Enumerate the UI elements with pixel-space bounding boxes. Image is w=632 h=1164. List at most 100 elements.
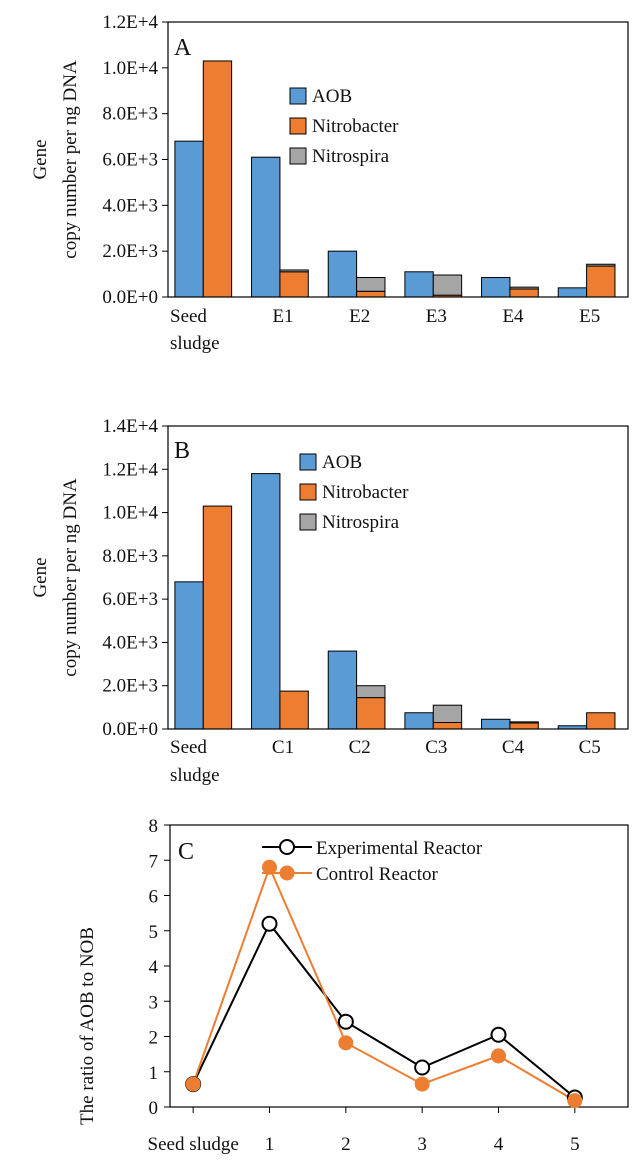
bar-nitrospira (279, 269, 309, 273)
y-tick-label: 0.0E+0 (102, 287, 158, 308)
y-tick-label: 2.0E+3 (102, 676, 158, 697)
bar-nitrobacter (509, 722, 539, 730)
legend-marker (279, 839, 295, 855)
x-tick-label: 4 (494, 1134, 504, 1155)
bar-nitrospira (509, 721, 539, 724)
bar-nitrospira (432, 274, 463, 296)
x-tick-label: Seed (170, 737, 207, 758)
y-tick-label: 1.2E+4 (102, 12, 158, 33)
y-tick-label: 6.0E+3 (102, 150, 158, 171)
y-tick-label: 1.2E+4 (102, 459, 158, 480)
bar-nitrobacter (509, 288, 539, 298)
x-tick-label: E3 (426, 306, 447, 327)
legend-marker (279, 865, 295, 881)
marker-experimental (490, 1026, 507, 1043)
y-tick-label: 3 (149, 992, 159, 1013)
marker-control (185, 1076, 201, 1092)
y-tick-label: 5 (149, 922, 159, 943)
y-axis-title-line2: copy number per ng DNA (60, 478, 81, 677)
x-tick-label: C3 (425, 737, 447, 758)
legend-swatch (289, 87, 307, 105)
legend-swatch (299, 453, 317, 471)
bar-nitrospira (356, 685, 386, 699)
y-tick-label: 6.0E+3 (102, 589, 158, 610)
x-tick-label: C2 (349, 737, 371, 758)
plot-frame (169, 824, 629, 1108)
bar-aob (557, 287, 588, 298)
bar-aob (327, 650, 358, 730)
legend-swatch (289, 147, 307, 165)
bar-nitrobacter (279, 271, 309, 298)
marker-control (491, 1048, 506, 1064)
y-tick-label: 1.0E+4 (102, 58, 158, 79)
x-tick-label: 3 (417, 1134, 427, 1155)
bar-nitrobacter (279, 690, 309, 730)
x-tick-label: C4 (502, 737, 525, 758)
y-tick-label: 7 (149, 851, 159, 872)
x-tick-label: sludge (170, 765, 220, 786)
legend-swatch (299, 513, 317, 531)
legend-label: Nitrobacter (312, 116, 399, 137)
marker-control (338, 1035, 354, 1051)
bar-aob (327, 250, 358, 298)
marker-control (262, 859, 277, 875)
marker-control (567, 1093, 583, 1109)
bar-nitrobacter (432, 722, 463, 730)
y-tick-label: 8 (149, 816, 159, 837)
legend-label: Experimental Reactor (316, 838, 483, 859)
bar-nitrobacter (356, 290, 386, 298)
bar-aob (174, 581, 204, 730)
bar-aob (251, 156, 281, 298)
bar-nitrobacter (356, 697, 386, 730)
panel-letter: C (178, 839, 194, 865)
bar-aob (174, 140, 204, 298)
legend-swatch (299, 483, 317, 501)
legend-swatch (289, 117, 307, 135)
y-axis-title-line2: copy number per ng DNA (60, 60, 81, 259)
y-axis-title: The ratio of AOB to NOB (77, 927, 98, 1125)
legend-label: Nitrobacter (322, 482, 409, 503)
bar-nitrobacter (202, 505, 233, 730)
marker-experimental (414, 1059, 431, 1076)
x-tick-label: Seed (170, 306, 207, 327)
bar-nitrobacter (586, 265, 616, 298)
x-tick-label: E5 (579, 306, 600, 327)
panel-letter: B (174, 438, 190, 464)
x-tick-label: E1 (272, 306, 293, 327)
bar-nitrospira (586, 263, 616, 267)
y-tick-label: 2 (149, 1028, 159, 1049)
series-line-experimental (192, 921, 576, 1099)
y-tick-label: 4.0E+3 (102, 195, 158, 216)
legend-label: AOB (312, 86, 352, 107)
legend-label: AOB (322, 452, 362, 473)
x-tick-label: 2 (341, 1134, 351, 1155)
plot-frame (167, 425, 629, 730)
bar-aob (251, 473, 281, 730)
bar-nitrospira (432, 704, 463, 724)
legend-label: Nitrospira (312, 146, 390, 167)
x-tick-label: C1 (272, 737, 294, 758)
bar-aob (481, 718, 511, 730)
y-tick-label: 6 (149, 887, 159, 908)
bar-nitrobacter (202, 60, 233, 298)
bar-nitrospira (509, 286, 539, 290)
bar-aob (404, 271, 434, 298)
y-tick-label: 4 (149, 957, 159, 978)
x-tick-label: E4 (502, 306, 524, 327)
y-tick-label: 2.0E+3 (102, 241, 158, 262)
legend-label: Control Reactor (316, 864, 439, 885)
y-tick-label: 1 (149, 1063, 159, 1084)
panel-letter: A (174, 35, 192, 61)
marker-experimental (337, 1013, 354, 1030)
x-tick-label: E2 (349, 306, 370, 327)
y-tick-label: 0 (149, 1098, 159, 1119)
y-tick-label: 0.0E+0 (102, 719, 158, 740)
y-tick-label: 8.0E+3 (102, 104, 158, 125)
y-axis-title-line1: Gene (30, 557, 51, 597)
bar-nitrobacter (586, 712, 616, 730)
y-axis-title-line1: Gene (30, 139, 51, 179)
bar-nitrospira (356, 277, 386, 292)
plot-frame (167, 21, 629, 298)
y-tick-label: 4.0E+3 (102, 632, 158, 653)
